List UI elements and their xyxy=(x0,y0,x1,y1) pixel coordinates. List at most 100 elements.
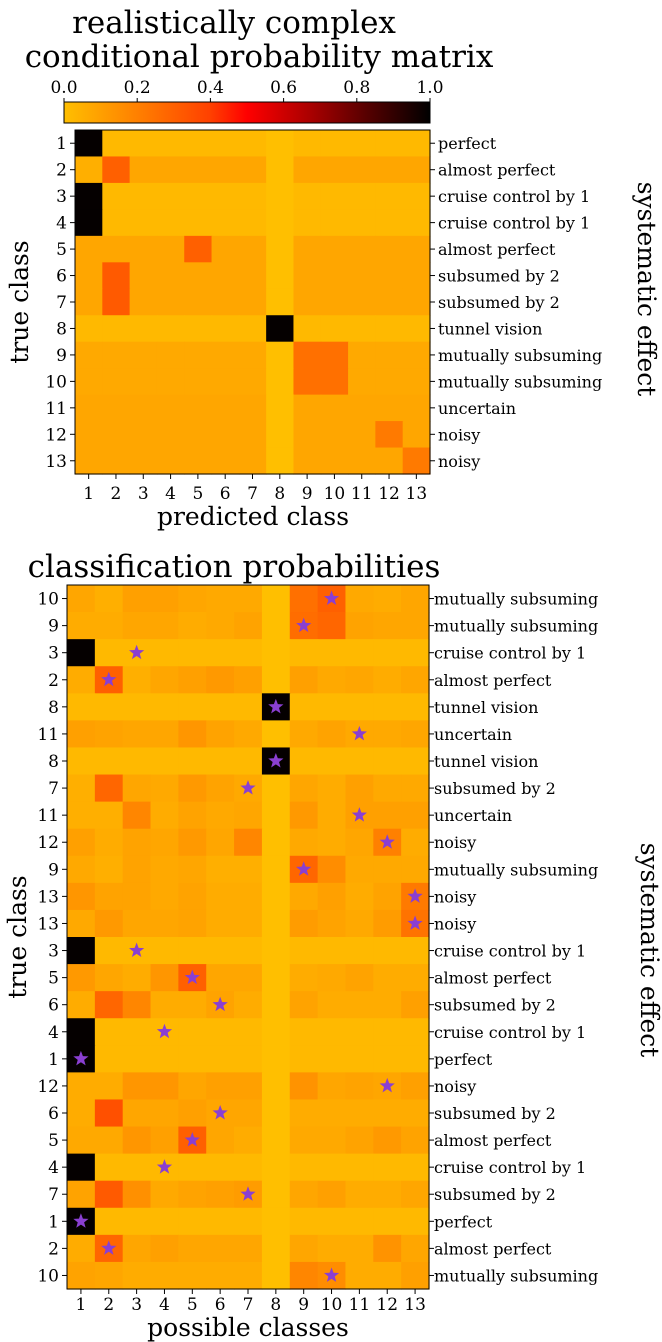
top-cell xyxy=(320,394,349,422)
top-cell xyxy=(102,130,131,158)
top-cell xyxy=(211,315,240,343)
bottom-cell xyxy=(234,1018,263,1046)
bottom-cell xyxy=(317,1126,347,1155)
top-y-tick-label: 10 xyxy=(45,372,67,392)
bottom-x-tick-label: 4 xyxy=(159,1295,170,1315)
bottom-cell xyxy=(178,1234,207,1263)
top-cell xyxy=(211,421,240,449)
top-cell xyxy=(102,447,131,475)
top-cell xyxy=(102,209,131,237)
bottom-cell xyxy=(67,1153,96,1182)
bottom-cell xyxy=(94,1045,124,1073)
bottom-y-tick-label: 8 xyxy=(48,752,59,772)
bottom-cell xyxy=(289,1072,319,1101)
bottom-cell xyxy=(67,855,96,884)
top-y-tick-label: 3 xyxy=(56,187,67,207)
bottom-cell xyxy=(401,937,430,965)
top-x-tick-label: 5 xyxy=(192,484,203,504)
bottom-cell xyxy=(401,612,430,640)
bottom-cell xyxy=(67,1126,96,1155)
bottom-cell xyxy=(94,1261,124,1290)
bottom-cell xyxy=(206,1207,235,1236)
top-x-tick-label: 6 xyxy=(220,484,231,504)
bottom-effect-label: perfect xyxy=(434,1050,493,1069)
top-cell xyxy=(238,341,267,369)
bottom-y-tick-label: 8 xyxy=(48,698,59,718)
bottom-effect-label: mutually subsuming xyxy=(434,617,598,636)
top-cell xyxy=(348,209,376,237)
top-cell xyxy=(75,182,103,210)
top-cell xyxy=(293,130,322,158)
top-cell xyxy=(102,394,131,422)
colorbar-tick-labels: 0.0 0.2 0.4 0.6 0.8 1.0 xyxy=(50,78,443,98)
top-cell xyxy=(184,156,213,184)
bottom-cell xyxy=(373,612,402,640)
top-x-tick-label: 2 xyxy=(111,484,122,504)
bottom-cell xyxy=(150,1234,179,1263)
bottom-cell xyxy=(94,1099,124,1128)
bottom-cell xyxy=(261,1261,291,1290)
bottom-cell xyxy=(289,774,319,803)
bottom-cell xyxy=(345,1099,374,1128)
bottom-cell xyxy=(401,720,430,749)
top-cell xyxy=(129,156,158,184)
bottom-cell xyxy=(206,801,235,830)
bottom-cell xyxy=(178,1072,207,1101)
top-x-tick-label: 7 xyxy=(247,484,258,504)
top-cell xyxy=(184,209,213,237)
bottom-cell xyxy=(289,1153,319,1182)
bottom-cell xyxy=(345,991,374,1019)
top-cell xyxy=(238,235,267,263)
top-x-tick-labels: 1 2 3 4 5 6 7 8 9 10 11 12 13 xyxy=(83,474,427,504)
top-cell xyxy=(156,368,185,396)
top-cell xyxy=(156,235,185,263)
bottom-cell xyxy=(122,1153,152,1182)
bottom-cell xyxy=(261,774,291,803)
bottom-cell xyxy=(289,1018,319,1046)
bottom-title: classification probabilities xyxy=(28,549,441,585)
top-cell xyxy=(293,235,322,263)
bottom-cell xyxy=(67,612,96,640)
bottom-cell xyxy=(94,909,124,938)
bottom-cell xyxy=(317,1180,347,1209)
bottom-cell xyxy=(317,666,347,694)
bottom-y-tick-label: 1 xyxy=(48,1050,59,1070)
bottom-cell xyxy=(94,774,124,803)
bottom-cell xyxy=(206,1072,235,1101)
bottom-cell xyxy=(67,720,96,749)
bottom-cell xyxy=(178,1261,207,1290)
bottom-cell xyxy=(289,1180,319,1209)
star-marker xyxy=(379,1077,395,1093)
colorbar-tick-marks xyxy=(63,98,431,102)
bottom-cell xyxy=(373,639,402,667)
top-cell xyxy=(375,368,404,396)
star-marker xyxy=(73,1213,89,1228)
top-cell xyxy=(320,262,349,290)
bottom-cell xyxy=(401,828,430,857)
bottom-cell xyxy=(234,585,263,613)
bottom-cell xyxy=(178,909,207,938)
top-cell xyxy=(402,421,431,449)
top-cell xyxy=(238,130,267,158)
bottom-cell xyxy=(150,991,179,1019)
top-cell xyxy=(75,421,103,449)
bottom-cell xyxy=(373,585,402,613)
star-marker xyxy=(156,1159,173,1174)
bottom-x-tick-label: 10 xyxy=(321,1295,343,1315)
bottom-cell xyxy=(317,964,347,992)
bottom-y-tick-label: 13 xyxy=(37,914,59,934)
bottom-right-axis-label: systematic effect xyxy=(635,843,662,1058)
bottom-cell xyxy=(178,639,207,667)
top-cell xyxy=(266,368,295,396)
colorbar-tick-label: 0.2 xyxy=(124,78,151,98)
bottom-cell xyxy=(178,1045,207,1073)
top-cell xyxy=(129,368,158,396)
top-cell xyxy=(293,182,322,210)
top-cell xyxy=(402,130,431,158)
bottom-effect-label: mutually subsuming xyxy=(434,590,598,609)
bottom-y-tick-label: 10 xyxy=(37,1266,59,1286)
bottom-cell xyxy=(122,1099,152,1128)
top-cell xyxy=(293,447,322,475)
top-cell xyxy=(211,368,240,396)
bottom-cell xyxy=(206,639,235,667)
